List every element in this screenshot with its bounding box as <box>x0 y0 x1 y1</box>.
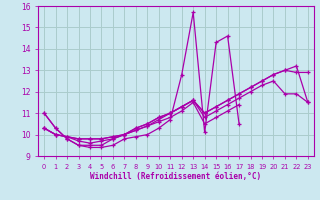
X-axis label: Windchill (Refroidissement éolien,°C): Windchill (Refroidissement éolien,°C) <box>91 172 261 181</box>
